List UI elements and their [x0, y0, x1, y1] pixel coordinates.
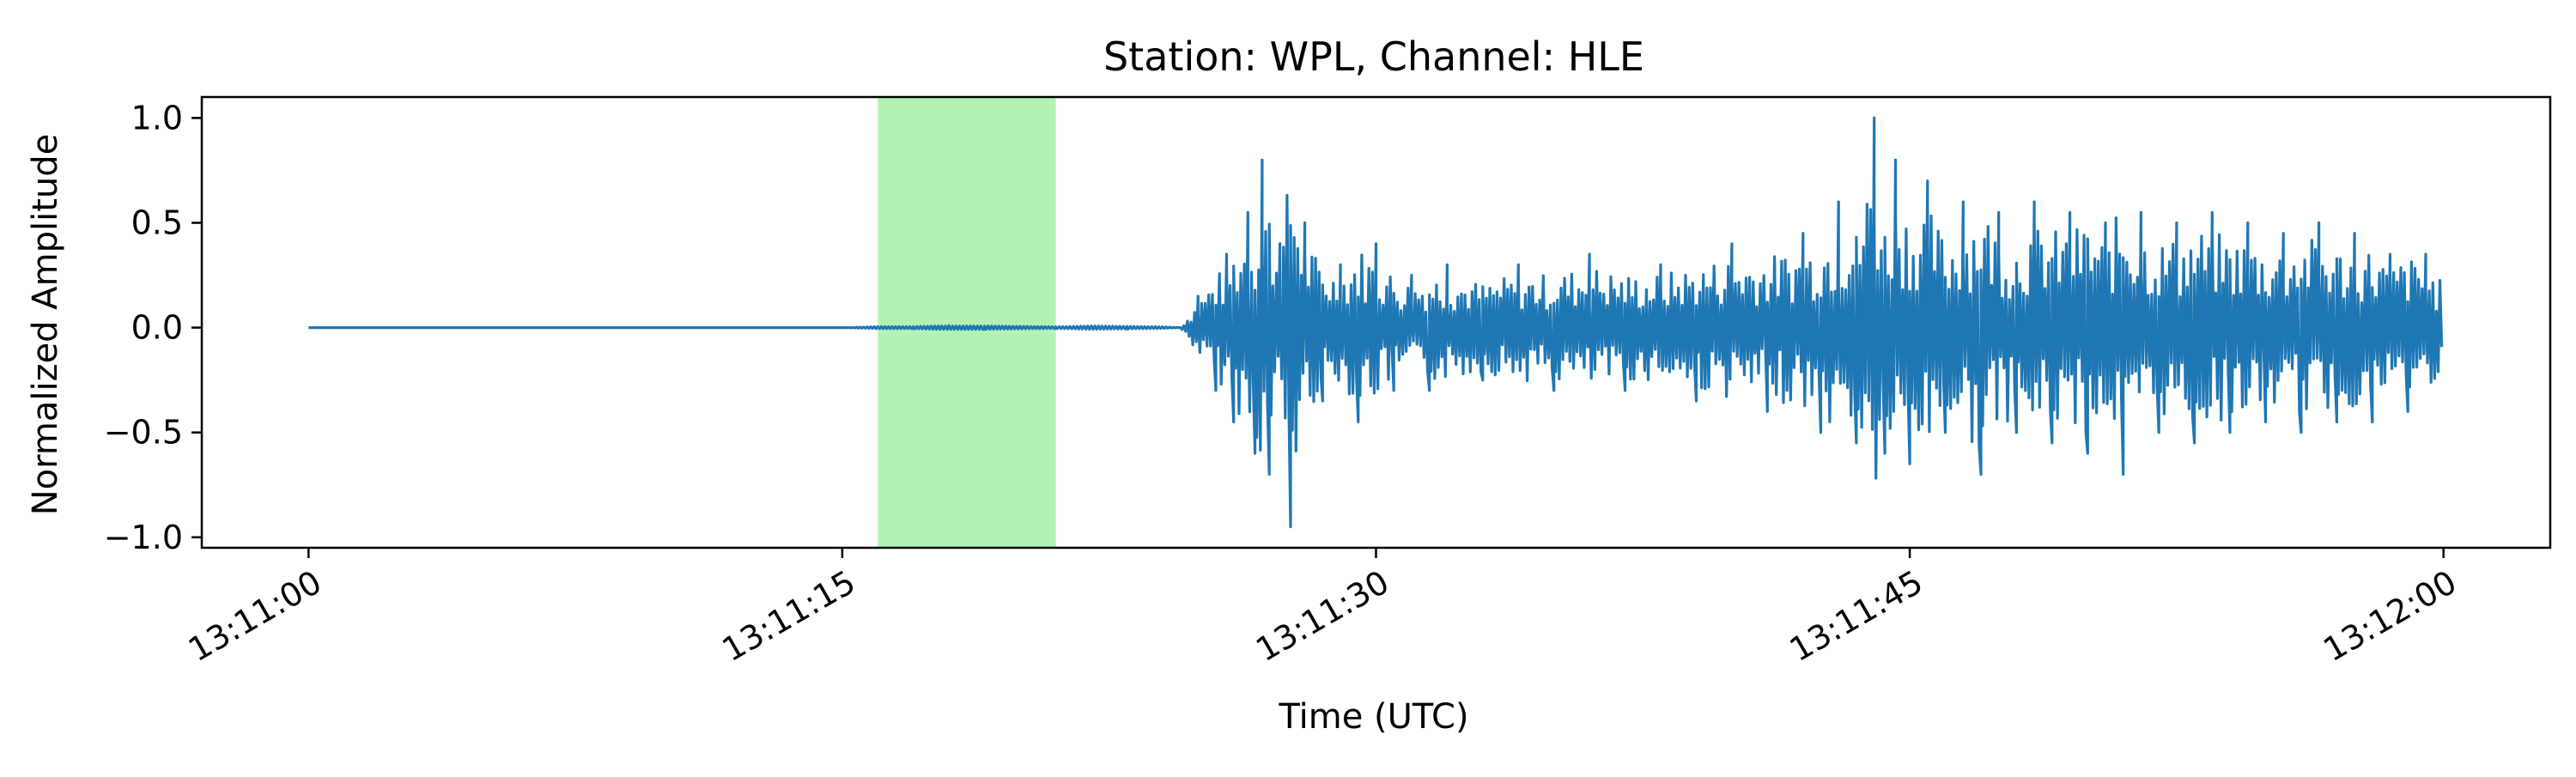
series-line — [308, 116, 2444, 529]
x-tick-label: 13:11:30 — [1249, 563, 1395, 669]
x-tick-label: 13:11:00 — [182, 563, 328, 669]
y-tick-label: 0.5 — [131, 204, 183, 242]
x-tick-label: 13:12:00 — [2317, 563, 2463, 669]
y-tick-label: −1.0 — [104, 519, 183, 556]
chart-title: Station: WPL, Channel: HLE — [1103, 33, 1644, 80]
x-axis: 13:11:00 13:11:15 13:11:30 13:11:45 13:12:00 — [182, 548, 2463, 669]
y-tick-label: 1.0 — [131, 99, 183, 137]
y-tick-label: 0.0 — [131, 309, 183, 347]
x-tick-label: 13:11:15 — [716, 563, 862, 669]
y-axis: 1.0 0.5 0.0 −0.5 −1.0 — [104, 99, 202, 556]
x-axis-label: Time (UTC) — [1278, 697, 1468, 737]
y-tick-label: −0.5 — [104, 414, 183, 452]
highlight-window — [878, 97, 1056, 548]
y-axis-label: Normalized Amplitude — [26, 134, 65, 516]
x-tick-label: 13:11:45 — [1783, 563, 1929, 669]
